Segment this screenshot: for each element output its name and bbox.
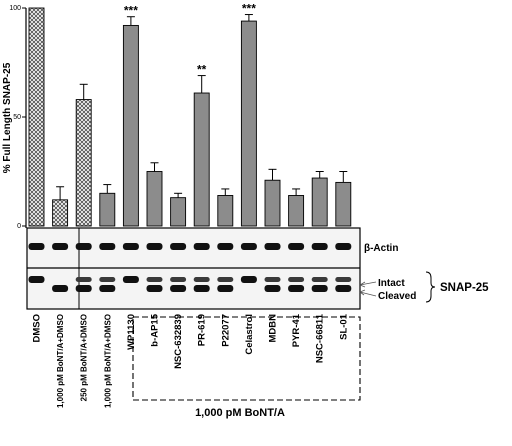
actin-band-9 [240,243,257,250]
sample-label-10: MDBN [268,314,279,343]
sample-label-9: Celastrol [244,314,255,355]
sample-label-4: WP1130 [126,314,137,350]
bar-3 [99,192,116,227]
intact-band-7 [193,277,210,282]
bar-7 [193,92,210,227]
sample-label-2: 250 pM BoNT/A+DMSO [80,314,89,401]
sample-label-7: PR-619 [197,314,208,346]
sample-label-11: PYR-41 [291,313,302,347]
actin-band-7 [193,243,210,250]
y-axis: 100 50 0 % Full Length SNAP-25 [2,5,27,230]
actin-band-3 [99,243,116,250]
actin-band-1 [52,243,69,250]
y-tick-label-0: 0 [17,223,21,230]
significance-group: ******** [124,2,256,77]
significance-7: ** [197,63,207,77]
actin-band-6 [170,243,187,250]
sample-label-5: b-AP15 [150,313,161,346]
intact-band-6 [170,277,187,282]
bar-8 [217,195,234,227]
bar-13 [335,181,352,227]
blot-bands [28,243,352,292]
actin-band-11 [288,243,305,250]
actin-band-10 [264,243,281,250]
snap25-label: SNAP-25 [440,282,489,294]
actin-band-5 [146,243,163,250]
significance-9: *** [242,2,256,16]
cleaved-band-6 [170,285,187,292]
y-tick-label-50: 50 [13,114,21,121]
intact-band-11 [288,277,305,282]
cleaved-arrowhead [359,289,366,296]
bar-10 [264,179,281,227]
intact-band-8 [217,277,234,282]
cleaved-band-11 [288,285,305,292]
y-axis-label: % Full Length SNAP-25 [2,62,13,173]
sample-label-3: 1,000 pM BoNT/A+DMSO [103,314,112,408]
sample-label-1: 1,000 pM BoNT/A+DMSO [56,314,65,408]
sample-label-0: DMSO [32,314,43,343]
snap-bracket [425,271,436,303]
intact-label: Intact [378,278,405,289]
cleaved-band-2 [75,285,92,292]
intact-band-2 [75,277,92,282]
intact-band-9 [240,276,257,283]
sample-label-13: SL-01 [338,313,349,340]
sample-label-12: NSC-66811 [315,313,326,363]
cleaved-band-10 [264,285,281,292]
intact-band-3 [99,277,116,282]
intact-band-4 [122,276,139,283]
intact-band-12 [311,277,328,282]
bar-9 [240,20,257,227]
intact-arrow [359,281,377,286]
cleaved-band-8 [217,285,234,292]
intact-arrowhead [359,281,366,288]
cleaved-arrow [359,291,377,297]
cleaved-label: Cleaved [378,291,416,302]
error-bars-group [56,14,348,200]
bar-11 [288,195,305,227]
treatment-group-box [132,316,361,401]
actin-band-8 [217,243,234,250]
cleaved-band-3 [99,285,116,292]
actin-band-12 [311,243,328,250]
bar-2 [75,99,92,227]
intact-band-10 [264,277,281,282]
y-tick-label-100: 100 [9,5,21,12]
cleaved-band-13 [335,285,352,292]
actin-band-2 [75,243,92,250]
treatment-group-label: 1,000 pM BoNT/A [195,407,285,419]
bar-1 [52,199,69,227]
actin-label: β-Actin [364,243,398,254]
intact-band-5 [146,277,163,282]
cleaved-band-12 [311,285,328,292]
actin-band-4 [122,243,139,250]
bar-5 [146,171,163,227]
cleaved-band-1 [52,285,69,292]
intact-band-0 [28,276,45,283]
actin-band-13 [335,243,352,250]
cleaved-band-7 [193,285,210,292]
western-blot [26,227,361,310]
sample-label-6: NSC-632839 [173,314,184,369]
bar-6 [170,197,187,227]
bar-12 [311,177,328,227]
sample-labels: DMSO 1,000 pM BoNT/A+DMSO 250 pM BoNT/A+DM… [32,313,350,408]
significance-4: *** [124,4,138,18]
actin-band-0 [28,243,45,250]
bars-group [28,7,352,227]
bar-0 [28,7,45,227]
sample-label-8: P22077 [220,314,231,347]
bar-4 [122,24,139,227]
cleaved-band-5 [146,285,163,292]
intact-band-13 [335,277,352,282]
